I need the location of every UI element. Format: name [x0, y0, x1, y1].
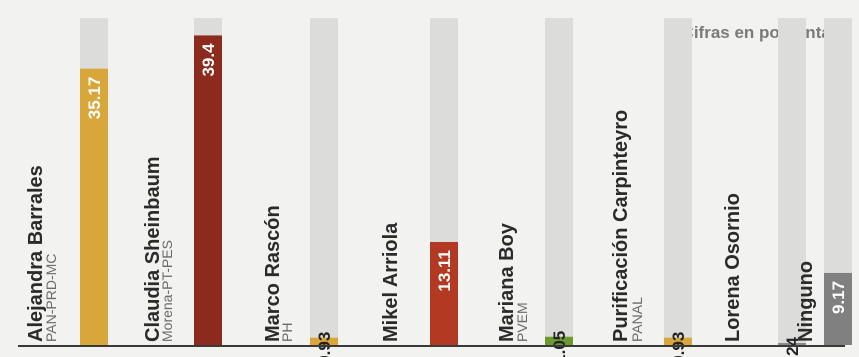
- candidate-name: Alejandra Barrales: [25, 165, 47, 342]
- bar: [310, 337, 338, 345]
- candidate-party: PAN-PRD-MC: [43, 254, 59, 342]
- bar-track: [310, 18, 338, 345]
- value-label: 39.4: [199, 43, 218, 77]
- unit-note: Cifras en porcentaje: [682, 23, 845, 42]
- candidate-party: Morena-PT-PES: [159, 240, 175, 342]
- candidate-name: Mikel Arriola: [380, 222, 402, 342]
- candidate-name: Lorena Osornio: [722, 193, 744, 342]
- bar-track: [778, 18, 806, 345]
- candidate-party: PH: [279, 323, 295, 342]
- candidate-name: Ninguno: [795, 261, 817, 342]
- bar: [664, 337, 692, 345]
- bar: [430, 241, 458, 345]
- bar: [778, 343, 806, 345]
- bar-track: [545, 18, 573, 345]
- candidate-name: Mariana Boy: [496, 222, 518, 342]
- value-label: 1.05: [550, 331, 569, 357]
- value-label: 0.93: [669, 332, 688, 357]
- candidate-party: PANAL: [629, 297, 645, 342]
- candidate-party: PVEM: [514, 302, 530, 342]
- candidate-name: Marco Rascón: [262, 205, 284, 342]
- value-label: 9.17: [829, 281, 848, 314]
- value-label: 0.93: [315, 332, 334, 357]
- bar: [80, 68, 108, 346]
- value-label: 35.17: [85, 77, 104, 120]
- candidate-name: Purificación Carpinteyro: [610, 110, 632, 342]
- bar: [545, 336, 573, 345]
- value-label: 13.11: [435, 250, 454, 292]
- bar: [194, 35, 222, 346]
- bar: [824, 272, 852, 345]
- candidate-name: Claudia Sheinbaum: [142, 156, 164, 342]
- bar-track: [664, 18, 692, 345]
